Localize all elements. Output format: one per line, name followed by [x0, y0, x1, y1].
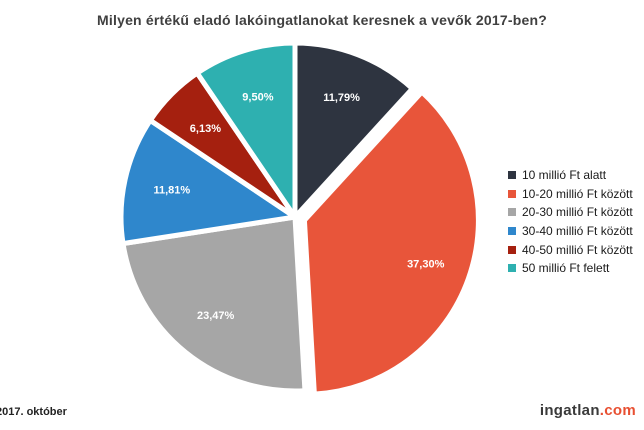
brand-logo: ingatlan.com [540, 402, 636, 419]
data-label: 6,13% [190, 123, 221, 135]
pie-slice [118, 117, 298, 247]
legend-swatch [508, 171, 516, 180]
legend-item: 40-50 millió Ft között [508, 240, 633, 259]
legend-label: 10-20 millió Ft között [522, 186, 633, 201]
legend-label: 50 millió Ft felett [522, 261, 610, 276]
legend-item: 30-40 millió Ft között [508, 222, 633, 241]
legend: 10 millió Ft alatt 10-20 millió Ft között… [508, 166, 633, 278]
pie-slice [194, 40, 298, 220]
brand-name: ingatlan [539, 402, 600, 419]
legend-swatch [508, 245, 516, 254]
data-label: 37,30% [407, 259, 445, 271]
pie-slice [292, 40, 415, 220]
legend-swatch [508, 189, 516, 198]
data-label: 23,47% [197, 310, 235, 322]
legend-swatch [508, 208, 516, 217]
pie-slice [120, 214, 308, 394]
data-label: 9,50% [242, 91, 273, 103]
legend-item: 50 millió Ft felett [508, 259, 633, 278]
footer-date: 2017. október [0, 406, 67, 418]
pie-slice [301, 89, 481, 397]
brand-domain: .com [599, 402, 636, 419]
data-label: 11,81% [153, 185, 190, 197]
chart-title: Milyen értékű eladó lakóingatlanokat ker… [97, 12, 547, 28]
legend-swatch [508, 264, 516, 273]
legend-label: 30-40 millió Ft között [522, 224, 633, 239]
legend-item: 10 millió Ft alatt [508, 166, 633, 185]
legend-item: 20-30 millió Ft között [508, 203, 633, 222]
legend-label: 10 millió Ft alatt [522, 168, 607, 183]
legend-item: 10-20 millió Ft között [508, 185, 633, 204]
legend-label: 40-50 millió Ft között [522, 242, 633, 257]
legend-swatch [508, 227, 516, 236]
data-label: 11,79% [323, 92, 360, 104]
legend-label: 20-30 millió Ft között [522, 205, 633, 220]
